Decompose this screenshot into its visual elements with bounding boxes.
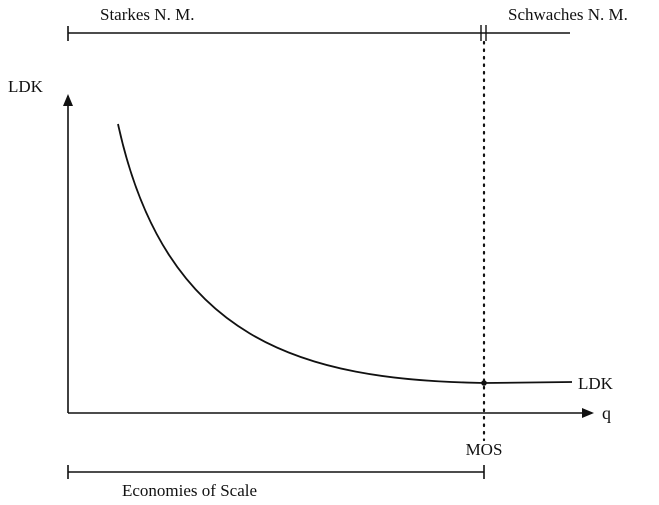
x-axis-label: q bbox=[602, 403, 611, 423]
mos-point bbox=[481, 380, 487, 386]
ldk-curve-label: LDK bbox=[578, 374, 614, 393]
ldk-curve bbox=[117, 123, 573, 384]
top-bar-left-label: Starkes N. M. bbox=[100, 5, 194, 24]
bottom-bar: Economies of Scale bbox=[67, 465, 485, 500]
axes: LDK q bbox=[8, 77, 611, 423]
top-bar: Starkes N. M. Schwaches N. M. bbox=[67, 5, 628, 41]
top-bar-right-label: Schwaches N. M. bbox=[508, 5, 628, 24]
mos-label: MOS bbox=[466, 440, 503, 459]
mos-marker: MOS bbox=[466, 40, 503, 459]
y-axis-label: LDK bbox=[8, 77, 44, 96]
bottom-bar-label: Economies of Scale bbox=[122, 481, 257, 500]
ldk-curve-group: LDK bbox=[117, 123, 614, 393]
